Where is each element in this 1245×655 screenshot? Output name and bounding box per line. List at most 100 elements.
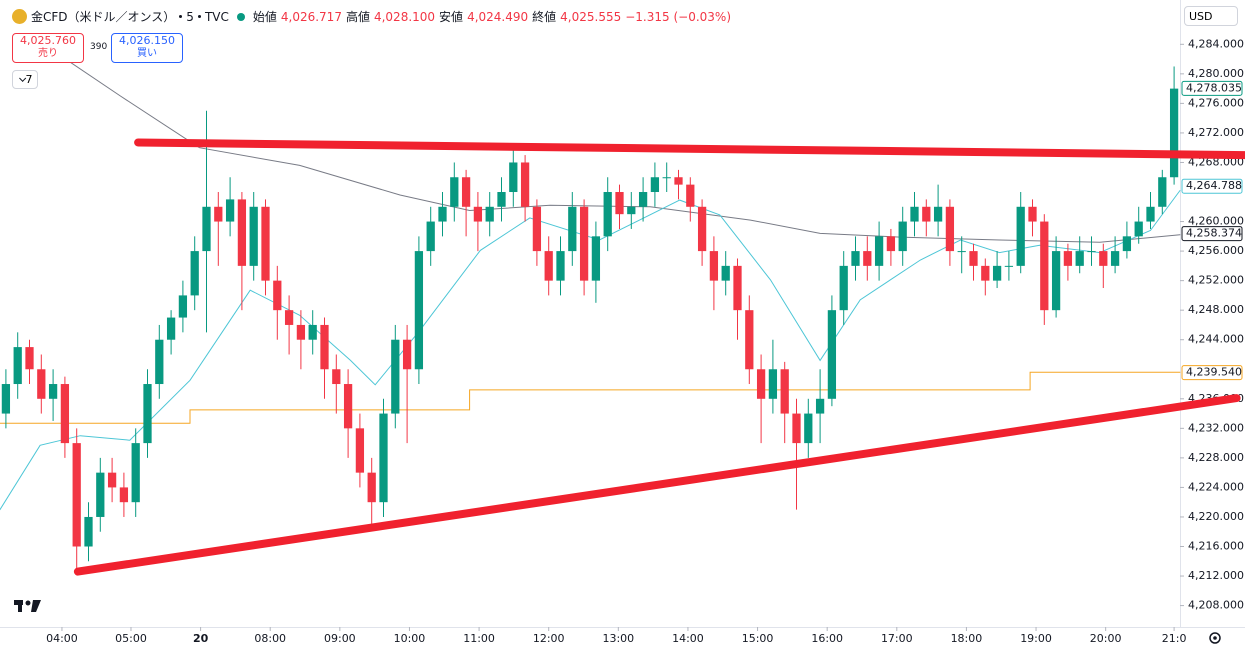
price-tag-label: 4,258.374 xyxy=(1186,227,1242,240)
legend-header: 金CFD（米ドル／オンス） 5 TVC 始値 4,026.717 高値 4,028.… xyxy=(12,8,731,25)
candle-body xyxy=(131,443,140,503)
candle-body xyxy=(1028,206,1037,222)
y-tick-label: 4,228.000 xyxy=(1188,451,1244,464)
buy-button[interactable]: 4,026.150 買い xyxy=(111,33,183,63)
candle-body xyxy=(792,413,801,444)
y-tick-label: 4,252.000 xyxy=(1188,274,1244,287)
candle-body xyxy=(1099,251,1108,266)
price-tag-label: 4,264.788 xyxy=(1186,179,1242,192)
candle-body xyxy=(969,251,978,266)
y-tick-label: 4,256.000 xyxy=(1188,244,1244,257)
currency-button[interactable]: USD xyxy=(1184,6,1238,26)
candle-body xyxy=(627,206,636,215)
price-tag xyxy=(1181,178,1243,194)
symbol[interactable]: 金CFD（米ドル／オンス） xyxy=(31,10,176,24)
price-tag-label: 4,239.540 xyxy=(1186,366,1242,379)
candle-body xyxy=(37,369,46,399)
candle-body xyxy=(945,206,955,252)
candle-body xyxy=(709,251,719,281)
candle-body xyxy=(591,236,601,281)
candle-body xyxy=(497,192,506,207)
x-tick-label: 17:00 xyxy=(881,632,913,645)
open-label: 始値 xyxy=(252,10,277,24)
candle-body xyxy=(886,236,896,252)
candle-body xyxy=(1004,265,1014,267)
candle-body xyxy=(556,251,565,281)
candle-body xyxy=(284,310,294,325)
x-tick-label: 16:00 xyxy=(811,632,843,645)
x-tick-label: 20 xyxy=(193,632,209,645)
candle-body xyxy=(603,192,612,237)
x-tick-label: 13:00 xyxy=(602,632,634,645)
candle-body xyxy=(84,516,93,547)
tradingview-logo xyxy=(31,600,41,612)
candle-body xyxy=(461,177,471,207)
sell-button[interactable]: 4,025.760 売り xyxy=(12,33,84,63)
candle-body xyxy=(509,162,518,193)
currency: USD xyxy=(1189,10,1213,23)
change: −1.315 (−0.03%) xyxy=(625,9,731,24)
candle-body xyxy=(1134,221,1143,237)
y-tick-label: 4,260.000 xyxy=(1188,215,1244,228)
candle-body xyxy=(391,339,400,414)
x-tick-label: 05:00 xyxy=(115,632,147,645)
candle-body xyxy=(1,384,11,414)
open-value: 4,026.717 xyxy=(280,9,342,24)
candle-body xyxy=(981,265,990,281)
x-tick-label: 20:00 xyxy=(1090,632,1122,645)
price-tag-label: 4,278.035 xyxy=(1186,81,1242,94)
settings-icon xyxy=(1209,632,1221,644)
candle-body xyxy=(697,206,707,252)
candle-body xyxy=(638,192,648,207)
market-status[interactable] xyxy=(236,12,245,21)
x-tick-label: 12:00 xyxy=(533,632,565,645)
candle-body xyxy=(674,177,683,185)
candle-body xyxy=(874,236,884,266)
candle-body xyxy=(438,206,447,222)
price-tag xyxy=(1181,80,1243,96)
high-value: 4,028.100 xyxy=(373,9,436,24)
candle-body xyxy=(402,339,412,370)
candle-body xyxy=(1122,236,1132,252)
moving-average xyxy=(0,371,1181,424)
y-tick-label: 4,244.000 xyxy=(1188,333,1244,346)
candle-body xyxy=(13,347,22,385)
candle-body xyxy=(957,251,966,253)
moving-average xyxy=(0,190,1181,511)
candle-body xyxy=(155,339,164,385)
candle-body xyxy=(190,251,199,296)
x-tick-label: 15:00 xyxy=(742,632,774,645)
x-tick-label: 18:00 xyxy=(951,632,983,645)
candle-body xyxy=(851,251,860,266)
candle-body xyxy=(615,192,624,215)
candle-body xyxy=(107,472,117,488)
indicators-toggle[interactable]: 7 xyxy=(12,70,38,89)
interval[interactable]: 5 xyxy=(186,9,194,24)
x-tick-label: 08:00 xyxy=(254,632,286,645)
y-tick-label: 4,232.000 xyxy=(1188,421,1244,434)
candle-body xyxy=(910,206,919,222)
close-value: 4,025.555 xyxy=(560,9,622,24)
sell-label: 売り xyxy=(38,48,58,59)
candle-body xyxy=(96,472,105,517)
separator xyxy=(197,15,201,18)
candle-body xyxy=(143,384,152,444)
candle-body xyxy=(650,177,660,193)
candle-body xyxy=(166,317,176,340)
candle-body xyxy=(922,206,931,222)
y-tick-label: 4,276.000 xyxy=(1188,96,1244,109)
candle-body xyxy=(804,413,813,444)
candle-body xyxy=(745,310,754,370)
buy-label: 買い xyxy=(137,48,157,59)
candle-body xyxy=(414,251,424,370)
candle-body xyxy=(1040,221,1049,311)
candle-body xyxy=(756,369,766,399)
candle-body xyxy=(214,206,223,222)
candle-body xyxy=(721,265,730,281)
candle-body xyxy=(25,347,34,370)
x-tick-label: 09:00 xyxy=(324,632,356,645)
candle-body xyxy=(202,206,211,252)
candle-body xyxy=(379,413,388,503)
low-value: 4,024.490 xyxy=(467,9,529,24)
